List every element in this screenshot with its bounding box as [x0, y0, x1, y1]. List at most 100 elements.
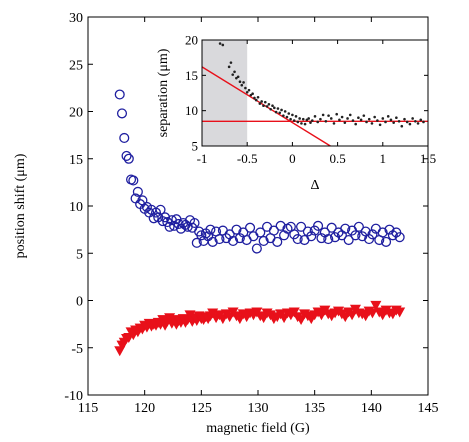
inset-point: [276, 107, 280, 110]
inset-point: [384, 120, 387, 124]
inset-point: [227, 65, 231, 69]
circle-point: [148, 213, 159, 224]
inset-point: [354, 122, 357, 126]
inset-point: [309, 121, 312, 124]
circle-point: [268, 225, 279, 236]
triangle-point: [370, 300, 382, 311]
inset-x-tick-label: 1: [380, 151, 387, 166]
circle-point: [160, 212, 171, 223]
main-x-tick-label: 145: [418, 401, 439, 416]
circle-point: [292, 234, 303, 245]
circle-point: [245, 222, 256, 233]
main-x-tick-label: 120: [134, 401, 155, 416]
inset-point: [260, 100, 263, 103]
inset-point: [332, 122, 336, 125]
inset-point: [367, 117, 371, 121]
inset-point: [271, 104, 274, 108]
inset-point: [235, 76, 238, 80]
main-x-tick-label: 140: [361, 401, 382, 416]
circle-point: [326, 222, 337, 233]
circle-point: [394, 232, 405, 243]
inset-x-tick-label: 1.5: [420, 151, 436, 166]
inset-point: [419, 118, 423, 122]
inset-point: [300, 122, 303, 125]
circle-point: [313, 220, 324, 231]
inset-point: [298, 117, 301, 120]
inset-point: [386, 115, 390, 118]
inset-point: [296, 120, 300, 124]
circle-point: [173, 218, 184, 230]
inset-point: [251, 92, 254, 96]
inset-point: [327, 114, 330, 117]
circle-point: [272, 236, 283, 247]
inset-point: [405, 120, 409, 124]
circle-point: [231, 224, 242, 235]
inset-point: [370, 122, 374, 125]
inset-point: [329, 117, 333, 120]
inset-point: [307, 117, 310, 120]
inset-plot-frame: [201, 39, 429, 147]
inset-y-axis-title: separation (μm): [156, 48, 171, 137]
circle-point: [323, 234, 334, 245]
inset-point: [373, 115, 376, 119]
inset-point: [414, 119, 417, 123]
inset-plot: -1 -0.5 0 0.5 1 1.5 5 10 15 20 Δ separation (μm): [156, 33, 436, 194]
circle-point: [350, 230, 361, 241]
inset-point: [267, 103, 271, 106]
main-plot: 115 120 125 130 135 140 145 -10-5051015202530 …: [13, 11, 439, 436]
main-x-axis-title: magnetic field (G): [206, 421, 310, 436]
circle-point: [258, 235, 269, 247]
inset-point: [338, 118, 341, 122]
inset-x-tick-label: -1: [197, 151, 208, 166]
inset-point: [253, 96, 256, 100]
inset-point: [249, 93, 253, 97]
inset-x-tick-label: 0.5: [329, 151, 345, 166]
inset-x-tick-label: 0: [289, 151, 296, 166]
circle-point: [340, 223, 351, 234]
circle-point: [367, 229, 378, 240]
main-y-tick-label: 20: [69, 106, 83, 121]
circle-point: [353, 221, 364, 232]
series-circles: [114, 89, 405, 254]
circle-point: [377, 227, 388, 238]
inset-point: [321, 113, 325, 117]
inset-point: [233, 70, 236, 74]
inset-point: [221, 43, 225, 47]
circle-point: [306, 231, 317, 242]
main-x-tick-label: 125: [191, 401, 212, 416]
inset-point: [351, 119, 355, 122]
inset-point: [282, 114, 285, 117]
inset-point: [263, 100, 267, 104]
inset-points: [218, 42, 425, 128]
main-y-tick-label: 5: [76, 247, 83, 262]
circle-point: [123, 153, 134, 164]
inset-point: [408, 122, 412, 126]
main-y-tick-label: 0: [76, 295, 83, 310]
circle-point: [155, 204, 166, 215]
inset-point: [254, 98, 258, 102]
inset-point: [273, 106, 276, 110]
inset-point: [359, 118, 363, 122]
circle-point: [387, 230, 398, 241]
inset-y-tick-label: 5: [192, 139, 199, 154]
circle-point: [132, 186, 143, 197]
inset-x-tick-label: -0.5: [237, 151, 258, 166]
inset-point: [422, 120, 425, 124]
inset-point: [236, 75, 240, 79]
inset-point: [389, 118, 393, 122]
inset-point: [229, 61, 233, 64]
inset-point: [319, 117, 322, 121]
circle-point: [214, 234, 225, 245]
inset-point: [362, 114, 366, 117]
circle-point: [116, 108, 128, 119]
inset-point: [231, 73, 235, 76]
inset-point: [289, 117, 292, 121]
inset-x-axis-title: Δ: [310, 178, 319, 193]
inset-point: [313, 115, 317, 118]
inset-point: [411, 117, 414, 120]
inset-x-axis-ticks: -1 -0.5 0 0.5 1 1.5: [197, 40, 436, 166]
inset-point: [395, 116, 398, 120]
main-x-tick-label: 130: [248, 401, 269, 416]
circle-point: [234, 233, 245, 244]
